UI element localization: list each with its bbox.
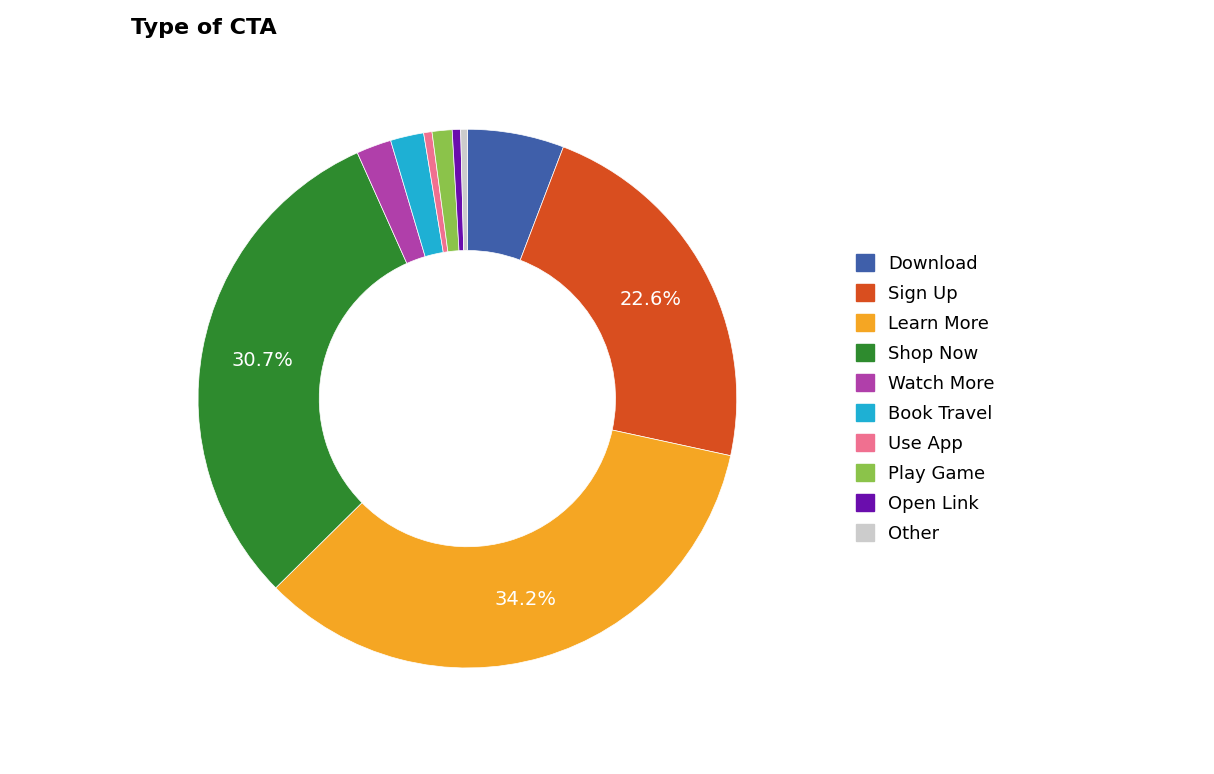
Wedge shape — [452, 129, 464, 251]
Wedge shape — [467, 129, 563, 260]
Text: Type of CTA: Type of CTA — [131, 18, 277, 38]
Text: 22.6%: 22.6% — [620, 289, 682, 309]
Legend: Download, Sign Up, Learn More, Shop Now, Watch More, Book Travel, Use App, Play : Download, Sign Up, Learn More, Shop Now,… — [847, 245, 1004, 552]
Text: 34.2%: 34.2% — [494, 590, 557, 608]
Wedge shape — [357, 140, 425, 263]
Text: 30.7%: 30.7% — [232, 351, 293, 370]
Wedge shape — [391, 133, 443, 257]
Wedge shape — [520, 147, 737, 456]
Wedge shape — [432, 130, 459, 252]
Wedge shape — [424, 132, 448, 252]
Wedge shape — [460, 129, 467, 251]
Wedge shape — [198, 152, 407, 588]
Wedge shape — [276, 430, 731, 668]
